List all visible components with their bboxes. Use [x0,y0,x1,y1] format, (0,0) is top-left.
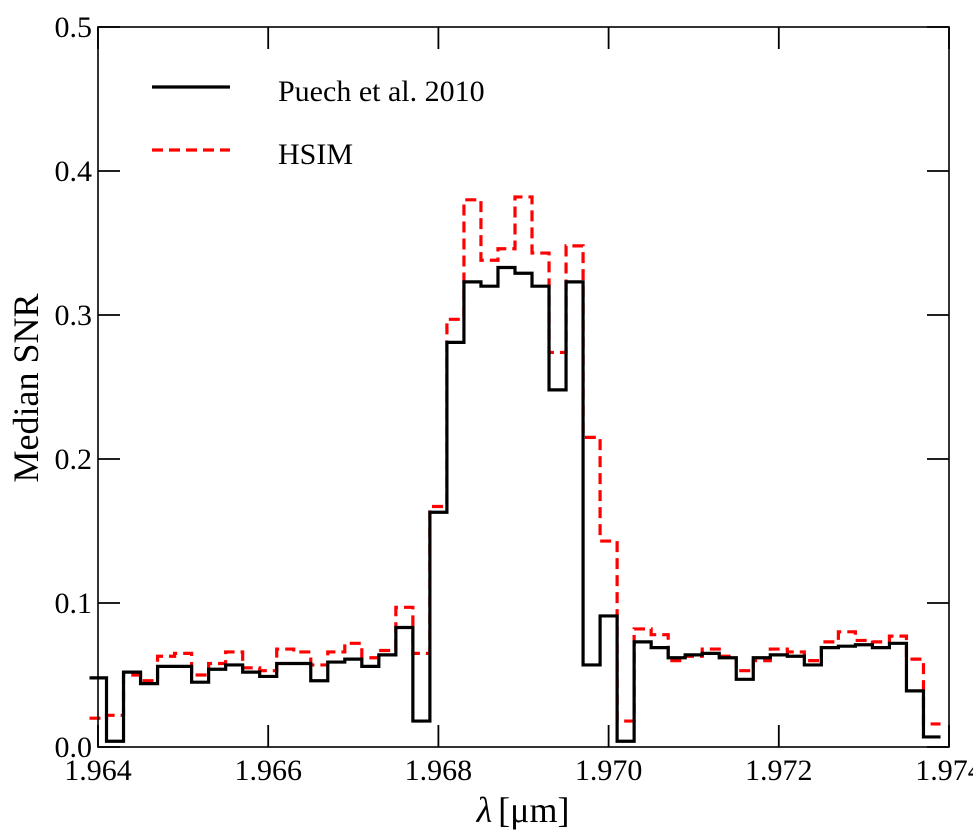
y-axis-label: Median SNR [6,294,46,483]
x-tick-label: 1.972 [745,754,813,787]
y-tick-label: 0.4 [55,155,93,188]
x-tick-label: 1.966 [234,754,302,787]
series-line-hsim [89,195,941,726]
tick-labels-layer: 1.964 1.966 1.968 1.970 1.972 1.974 0.0 0.1 0.2 0… [55,11,973,787]
x-tick-label: 1.964 [64,754,132,787]
y-tick-label: 0.2 [55,443,93,476]
series-line-puech [89,265,941,743]
y-tick-label: 0.0 [55,731,93,764]
y-tick-label: 0.3 [55,299,93,332]
x-tick-label: 1.968 [405,754,473,787]
x-axis-label: λ [μm] [476,790,570,830]
x-tick-label: 1.970 [575,754,643,787]
legend-label-puech: Puech et al. 2010 [278,75,485,108]
legend: Puech et al. 2010 HSIM [152,75,485,171]
y-tick-label: 0.5 [55,11,93,44]
x-axis-label-units: [μm] [498,790,569,830]
series-layer [89,195,941,743]
plot-frame [97,26,950,748]
x-axis-label-symbol: λ [476,790,493,830]
y-tick-label: 0.1 [55,587,93,620]
legend-label-hsim: HSIM [278,138,353,171]
x-tick-label: 1.974 [915,754,973,787]
